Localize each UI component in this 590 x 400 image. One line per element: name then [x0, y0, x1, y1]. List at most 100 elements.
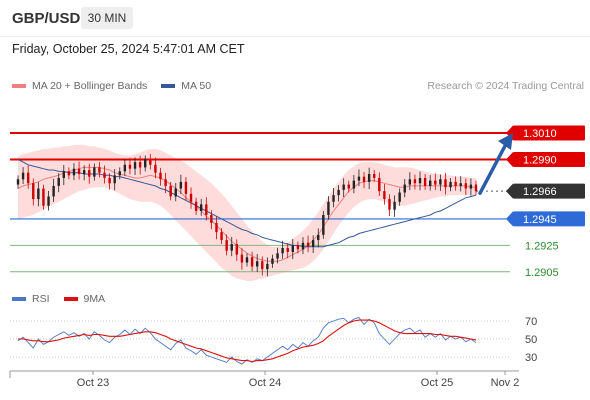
candle-body — [67, 171, 71, 176]
candle-body — [347, 184, 350, 189]
candle-body — [128, 164, 132, 169]
candle-body — [423, 177, 427, 186]
candle-body — [250, 257, 254, 267]
rsi-line — [17, 316, 477, 365]
candle-body — [444, 179, 447, 188]
candle-body — [230, 244, 233, 251]
candle-body — [454, 181, 457, 186]
candle-body — [62, 171, 65, 178]
candle-body — [464, 183, 468, 189]
candle-body — [235, 244, 239, 255]
candle-body — [352, 180, 356, 189]
candle-body — [383, 191, 386, 200]
candle-body — [469, 184, 473, 189]
bollinger-band — [18, 144, 476, 281]
candle-body — [362, 176, 366, 182]
candle-body — [337, 189, 340, 196]
candle-body — [16, 179, 20, 185]
candle-body — [306, 242, 310, 247]
candle-body — [398, 192, 401, 202]
candle-body — [373, 174, 376, 178]
candle-body — [408, 179, 412, 185]
rsi-legend: RSI 9MA — [12, 293, 119, 305]
candle-body — [113, 175, 116, 184]
x-axis-label: Nov 2 — [491, 377, 520, 389]
level-badge-pointer-1.2990 — [506, 151, 513, 167]
legend-ma50-label: MA 50 — [181, 80, 212, 92]
candle-body — [357, 176, 361, 181]
level-label-1.2905: 1.2905 — [525, 267, 559, 279]
candle-body — [342, 184, 345, 190]
legend-rsi-ma-label: 9MA — [83, 293, 106, 305]
candle-body — [164, 179, 167, 186]
candle-body — [82, 170, 86, 174]
legend-ma50: MA 50 — [161, 80, 211, 92]
candle-body — [266, 263, 269, 270]
candle-body — [439, 179, 442, 185]
chart-legend: MA 20 + Bollinger Bands MA 50 — [12, 80, 225, 92]
legend-bollinger-label: MA 20 + Bollinger Bands — [32, 80, 148, 92]
timestamp: Friday, October 25, 2024 5:47:01 AM CET — [12, 42, 245, 56]
rsi-swatch — [12, 297, 26, 301]
ma50-swatch — [161, 84, 176, 88]
rsi-tick-70: 70 — [525, 316, 537, 328]
candle-body — [429, 180, 432, 186]
candle-body — [42, 188, 45, 206]
candle-body — [393, 201, 396, 210]
legend-rsi: RSI — [12, 293, 50, 305]
candle-body — [388, 199, 391, 210]
candle-body — [205, 204, 208, 215]
candle-body — [327, 201, 330, 215]
candle-body — [138, 162, 142, 168]
candle-body — [240, 254, 244, 263]
candle-body — [301, 242, 305, 250]
candle-body — [276, 253, 279, 259]
candle-body — [255, 261, 259, 267]
level-label-1.2966: 1.2966 — [523, 186, 557, 198]
candle-body — [133, 162, 137, 169]
rsi-tick-30: 30 — [525, 352, 537, 364]
candle-body — [32, 183, 35, 200]
candle-body — [378, 177, 381, 192]
candle-body — [296, 245, 300, 250]
forecast-arrow-shaft — [478, 142, 508, 195]
legend-rsi-ma: 9MA — [63, 293, 106, 305]
level-label-1.2945: 1.2945 — [523, 214, 557, 226]
legend-bollinger: MA 20 + Bollinger Bands — [12, 80, 147, 92]
candle-body — [332, 195, 335, 202]
candle-body — [245, 257, 249, 263]
candle-body — [474, 184, 478, 192]
candle-body — [194, 201, 198, 211]
candle-body — [286, 248, 289, 252]
candle-body — [261, 261, 264, 270]
level-label-1.2925: 1.2925 — [525, 240, 559, 252]
candle-body — [434, 180, 437, 185]
level-badge-1.2990 — [513, 151, 585, 167]
candle-body — [174, 188, 177, 197]
candle-body — [184, 181, 188, 194]
candle-body — [57, 177, 60, 186]
candle-body — [26, 172, 30, 184]
forecast-arrow-head — [498, 133, 513, 151]
candle-body — [123, 164, 127, 172]
candle-body — [271, 258, 274, 264]
candle-body — [37, 188, 40, 200]
candle-body — [311, 240, 315, 247]
candle-body — [159, 172, 162, 180]
candle-body — [281, 248, 284, 254]
top-bar: GBP/USD 30 MIN — [0, 0, 590, 37]
candle-body — [98, 167, 101, 173]
candles-group — [16, 153, 478, 277]
candle-body — [418, 177, 422, 184]
candle-body — [144, 159, 147, 168]
candle-body — [149, 159, 152, 165]
candle-body — [77, 168, 81, 174]
currency-pair-title: GBP/USD — [12, 10, 81, 27]
level-label-1.2990: 1.2990 — [523, 154, 557, 166]
level-badge-pointer-1.2945 — [506, 211, 513, 227]
candle-body — [220, 232, 223, 241]
candle-body — [88, 170, 91, 177]
candle-body — [403, 184, 406, 193]
timeframe-button[interactable]: 30 MIN — [81, 7, 133, 29]
